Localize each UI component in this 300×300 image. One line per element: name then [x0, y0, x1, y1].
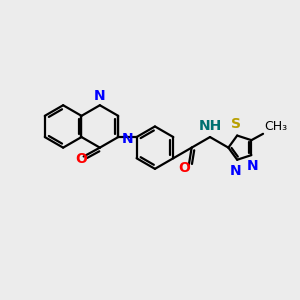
Text: O: O	[75, 152, 87, 167]
Text: N: N	[94, 89, 106, 103]
Text: N: N	[247, 159, 259, 173]
Text: N: N	[122, 131, 134, 146]
Text: CH₃: CH₃	[264, 120, 287, 133]
Text: N: N	[230, 164, 242, 178]
Text: S: S	[231, 117, 241, 131]
Text: NH: NH	[198, 118, 222, 133]
Text: O: O	[178, 161, 190, 175]
